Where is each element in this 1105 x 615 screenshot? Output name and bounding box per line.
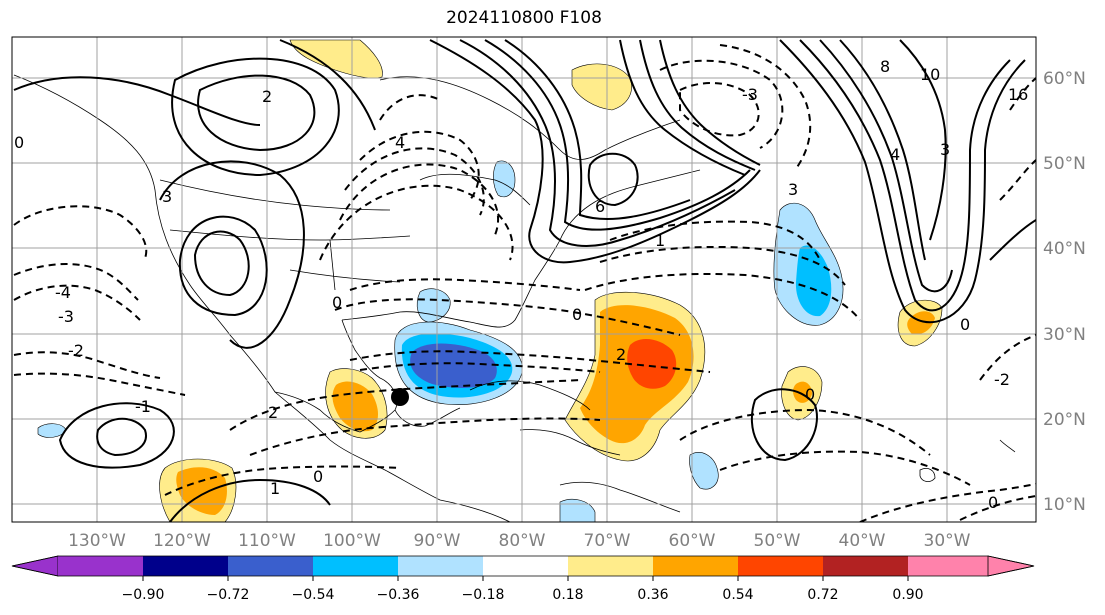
- contour-label: 2: [262, 87, 272, 106]
- colorbar-swatch: [823, 556, 908, 576]
- colorbar-swatch: [568, 556, 653, 576]
- contour-label: 3: [162, 187, 172, 206]
- lat-label: 60°N: [1043, 69, 1086, 89]
- contour-label: 10: [920, 65, 940, 84]
- colorbar-tick-label: −0.18: [462, 587, 505, 603]
- contour-label: 3: [788, 180, 798, 199]
- contour-label: 0: [988, 493, 998, 512]
- lat-label: 40°N: [1043, 239, 1086, 259]
- colorbar-swatch: [738, 556, 823, 576]
- lat-label: 30°N: [1043, 325, 1086, 345]
- lon-label: 80°W: [499, 531, 546, 551]
- map-frame: [11, 36, 1037, 523]
- colorbar-swatch: [58, 556, 143, 576]
- contour-labels: 2 3 4 0 1 -2 -3 -4 -1 6 8 10 16 1 0 0 0 …: [14, 57, 1028, 512]
- coastlines: [13, 74, 1016, 522]
- contour-label: 0: [805, 385, 815, 404]
- contour-label: 0: [960, 315, 970, 334]
- colorbar-tick-label: 0.72: [807, 587, 838, 603]
- contour-label: 1: [655, 231, 665, 250]
- latitude-axis: 60°N 50°N 40°N 30°N 20°N 10°N: [1043, 69, 1086, 515]
- colorbar: −0.90 −0.72 −0.54 −0.36 −0.18 0.18 0.36 …: [11, 555, 1035, 603]
- colorbar-swatch: [398, 556, 483, 576]
- contour-label: 0: [313, 467, 323, 486]
- contours: [13, 39, 1036, 522]
- longitude-axis: 130°W 120°W 110°W 100°W 90°W 80°W 70°W 6…: [68, 531, 971, 551]
- storm-center-marker: [391, 388, 409, 406]
- colorbar-tick-label: 0.54: [722, 587, 753, 603]
- colorbar-tick-label: 0.90: [892, 587, 923, 603]
- lon-label: 100°W: [323, 531, 381, 551]
- contour-label: 16: [1008, 85, 1028, 104]
- colorbar-tick-label: −0.54: [292, 587, 335, 603]
- contour-label: -2: [68, 341, 84, 360]
- map-panel: 2 3 4 0 1 -2 -3 -4 -1 6 8 10 16 1 0 0 0 …: [12, 37, 1036, 522]
- lon-label: 130°W: [68, 531, 126, 551]
- contour-label: -3: [58, 307, 74, 326]
- lon-label: 110°W: [238, 531, 296, 551]
- colorbar-swatch: [143, 556, 228, 576]
- contour-label: 0: [332, 293, 342, 312]
- contour-label: 1: [270, 479, 280, 498]
- contour-label: 6: [595, 197, 605, 216]
- colorbar-extend-low: [11, 555, 59, 577]
- contour-label: 0: [572, 305, 582, 324]
- colorbar-tick-label: 0.36: [637, 587, 668, 603]
- colorbar-tick-label: −0.72: [207, 587, 250, 603]
- lon-label: 50°W: [754, 531, 801, 551]
- contour-label: -2: [994, 370, 1010, 389]
- contour-label: 2: [616, 345, 626, 364]
- colorbar-extend-high: [987, 555, 1035, 577]
- colorbar-swatch: [313, 556, 398, 576]
- colorbar-swatch: [653, 556, 738, 576]
- colorbar-tick-label: 0.18: [552, 587, 583, 603]
- contour-label: 0: [14, 133, 24, 152]
- lat-label: 50°N: [1043, 154, 1086, 174]
- lat-label: 10°N: [1043, 495, 1086, 515]
- lon-label: 30°W: [924, 531, 971, 551]
- lon-label: 40°W: [839, 531, 886, 551]
- contour-label: 2: [268, 403, 278, 422]
- contour-label: 4: [890, 145, 900, 164]
- colorbar-swatch: [483, 556, 568, 576]
- colorbar-tick-label: −0.90: [122, 587, 165, 603]
- contour-label: -1: [135, 397, 151, 416]
- contour-label: 4: [395, 133, 405, 152]
- lat-label: 20°N: [1043, 410, 1086, 430]
- contour-label: -4: [55, 283, 71, 302]
- map-title: 2024110800 F108: [446, 8, 602, 28]
- contour-label: 3: [940, 140, 950, 159]
- lon-label: 70°W: [584, 531, 631, 551]
- colorbar-swatch: [228, 556, 313, 576]
- contour-label: 8: [880, 57, 890, 76]
- lon-label: 60°W: [669, 531, 716, 551]
- colorbar-tick-label: −0.36: [377, 587, 420, 603]
- contour-label: -3: [742, 85, 758, 104]
- lon-label: 90°W: [414, 531, 461, 551]
- colorbar-swatch: [908, 556, 988, 576]
- lon-label: 120°W: [153, 531, 211, 551]
